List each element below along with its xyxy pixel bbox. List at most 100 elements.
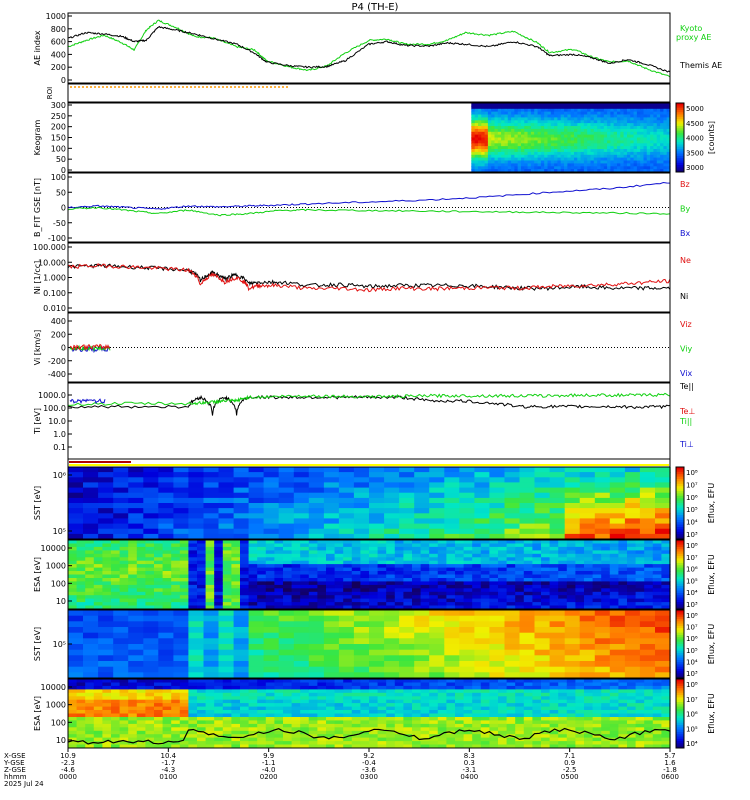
keogram-cell <box>597 137 602 141</box>
bfield-frame <box>67 172 671 243</box>
keogram-cell <box>653 120 658 124</box>
keogram-cell <box>617 114 621 118</box>
spectrogram-cell <box>162 564 172 569</box>
keogram-cell <box>527 154 532 159</box>
spectrogram-cell <box>111 679 121 683</box>
spectrogram-cell <box>179 578 189 582</box>
spectrogram-cell <box>343 682 353 687</box>
spectrogram-cell <box>326 692 336 697</box>
spectrogram-cell <box>93 588 103 593</box>
spectrogram-cell <box>635 560 645 565</box>
keogram-cell <box>643 146 648 150</box>
spectrogram-cell <box>119 689 129 694</box>
spectrogram-cell <box>119 713 129 718</box>
keogram-cell <box>570 117 575 121</box>
spectrogram-cell <box>291 567 301 572</box>
spectrogram-cell <box>274 564 284 569</box>
keogram-cell <box>593 151 598 156</box>
spectrogram-cell <box>541 602 551 607</box>
spectrogram-cell <box>652 571 662 575</box>
spectrogram-cell <box>472 560 482 565</box>
spectrogram-cell <box>300 741 310 746</box>
spectrogram-cell <box>601 550 611 555</box>
keogram-cell <box>597 105 602 110</box>
spectrogram-cell <box>257 734 267 739</box>
spectrogram-cell <box>188 717 198 721</box>
spectrogram-cell <box>113 632 129 639</box>
spectrogram-cell <box>171 706 181 711</box>
spectrogram-cell <box>113 644 129 651</box>
keogram-cell <box>636 105 641 110</box>
keogram-cell <box>663 166 668 170</box>
spectrogram-cell <box>308 741 318 746</box>
spectrogram-cell <box>412 696 422 701</box>
spectrogram-cell <box>661 595 671 600</box>
keogram-cell <box>653 134 658 139</box>
keogram-cell <box>620 134 625 139</box>
spectrogram-cell <box>463 567 473 572</box>
spectrogram-cell <box>162 550 172 555</box>
keogram-cell <box>550 169 555 173</box>
keogram-cell <box>471 128 476 133</box>
keogram-cell <box>574 126 578 130</box>
colorbar-tick: 10⁸ <box>686 542 698 550</box>
keogram-cell <box>484 111 489 116</box>
spectrogram-cell <box>317 692 327 697</box>
keogram-cell <box>593 157 598 162</box>
spectrogram-cell <box>360 553 370 558</box>
keogram-cell <box>537 108 542 113</box>
keogram-cell <box>547 137 552 141</box>
spectrogram-cell <box>203 492 220 499</box>
spectrogram-cell <box>609 487 626 494</box>
spectrogram-cell <box>136 557 146 562</box>
keogram-cell <box>656 105 661 110</box>
keogram-cell <box>613 149 618 153</box>
spectrogram-cell <box>661 591 671 596</box>
spectrogram-cell <box>506 588 516 593</box>
keogram-cell <box>567 111 572 116</box>
keogram-cell <box>603 143 608 147</box>
spectrogram-cell <box>566 557 576 562</box>
spectrogram-cell <box>128 546 138 551</box>
spectrogram-cell <box>549 588 559 593</box>
spectrogram-cell <box>624 632 641 639</box>
keogram-cell <box>511 166 515 170</box>
keogram-cell <box>663 114 668 118</box>
spectrogram-cell <box>240 605 250 610</box>
spectrogram-cell <box>549 550 559 555</box>
spectrogram-cell <box>263 503 280 509</box>
spectrogram-cell <box>523 567 533 572</box>
spectrogram-cell <box>188 666 205 673</box>
legend-label: Bx <box>680 229 690 238</box>
spectrogram-cell <box>394 567 404 572</box>
spectrogram-cell <box>463 595 473 600</box>
keogram-cell <box>583 163 588 167</box>
spectrogram-cell <box>179 744 189 749</box>
keogram-cell <box>574 131 578 136</box>
spectrogram-cell <box>403 727 413 732</box>
spectrogram-cell <box>384 508 400 514</box>
keogram-cell <box>501 151 505 156</box>
keogram-cell <box>613 114 618 118</box>
spectrogram-cell <box>300 720 310 725</box>
spectrogram-cell <box>334 591 344 596</box>
keogram-cell <box>653 163 658 167</box>
spectrogram-cell <box>308 717 318 721</box>
spectrogram-cell <box>579 487 596 494</box>
y-tick-label: 10⁵ <box>53 527 66 536</box>
spectrogram-cell <box>323 492 340 499</box>
spectrogram-cell <box>274 703 284 708</box>
keogram-cell <box>620 126 625 130</box>
keogram-cell <box>560 114 565 118</box>
spectrogram-cell <box>384 467 400 473</box>
spectrogram-cell <box>414 649 430 656</box>
spectrogram-cell <box>326 598 336 603</box>
spectrogram-cell <box>360 713 370 718</box>
spectrogram-cell <box>274 543 284 548</box>
spectrogram-cell <box>627 543 637 548</box>
spectrogram-cell <box>188 730 198 735</box>
colorbar-cell <box>676 614 684 618</box>
spectrogram-cell <box>308 574 318 579</box>
spectrogram-cell <box>635 588 645 593</box>
keogram-cell <box>567 163 572 167</box>
